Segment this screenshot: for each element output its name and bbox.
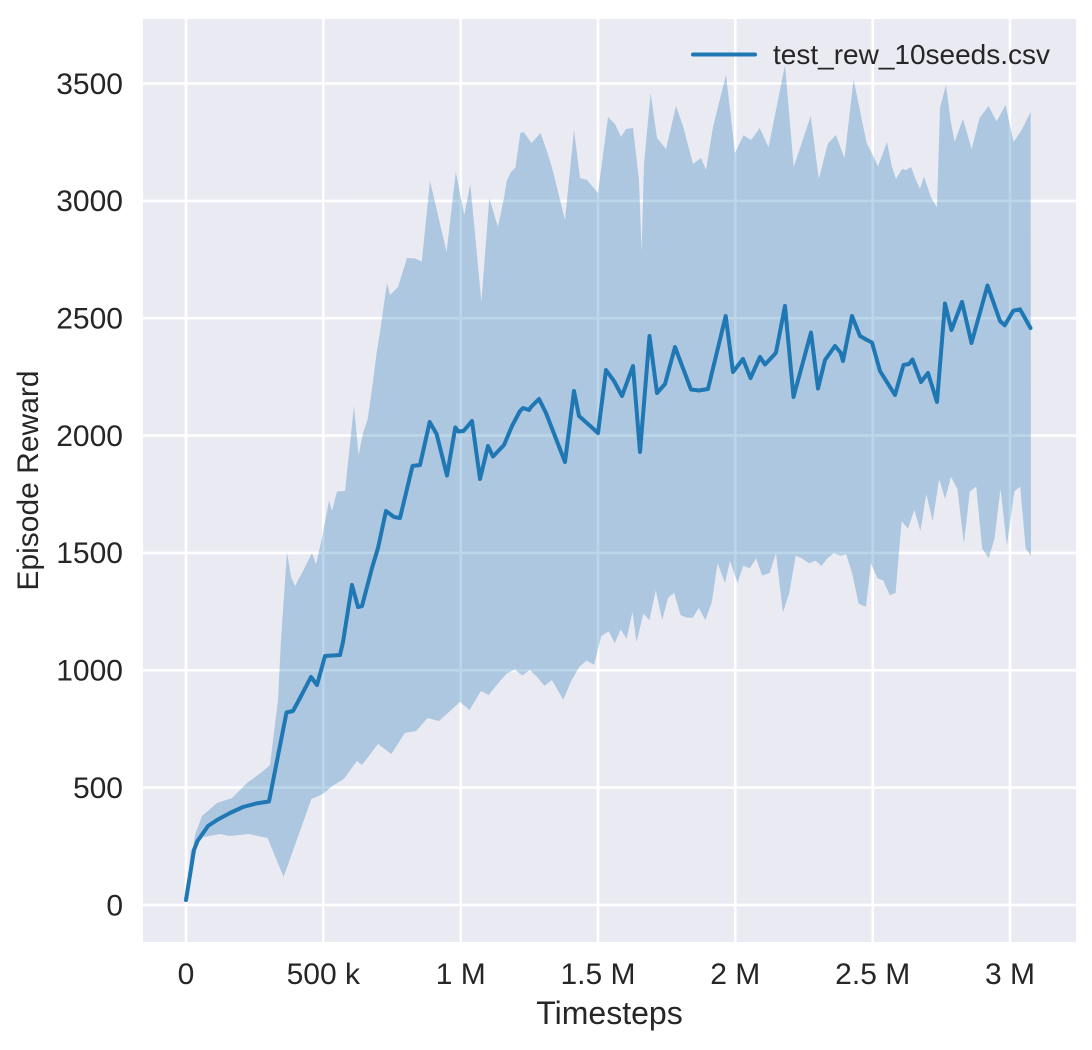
- svg-text:2500: 2500: [56, 303, 123, 336]
- svg-text:1500: 1500: [56, 537, 123, 570]
- svg-text:3 M: 3 M: [985, 958, 1035, 991]
- svg-text:2000: 2000: [56, 420, 123, 453]
- svg-text:2 M: 2 M: [710, 958, 760, 991]
- svg-text:0: 0: [106, 889, 123, 922]
- svg-text:2.5 M: 2.5 M: [835, 958, 910, 991]
- svg-text:500 k: 500 k: [287, 958, 361, 991]
- svg-text:Timesteps: Timesteps: [536, 995, 682, 1031]
- svg-text:3500: 3500: [56, 68, 123, 101]
- svg-text:3000: 3000: [56, 185, 123, 218]
- svg-text:500: 500: [73, 772, 123, 805]
- svg-text:0: 0: [178, 958, 195, 991]
- svg-text:1000: 1000: [56, 655, 123, 688]
- svg-text:1.5 M: 1.5 M: [560, 958, 635, 991]
- svg-text:Episode Reward: Episode Reward: [12, 370, 45, 590]
- svg-text:test_rew_10seeds.csv: test_rew_10seeds.csv: [773, 39, 1050, 70]
- svg-text:1 M: 1 M: [436, 958, 486, 991]
